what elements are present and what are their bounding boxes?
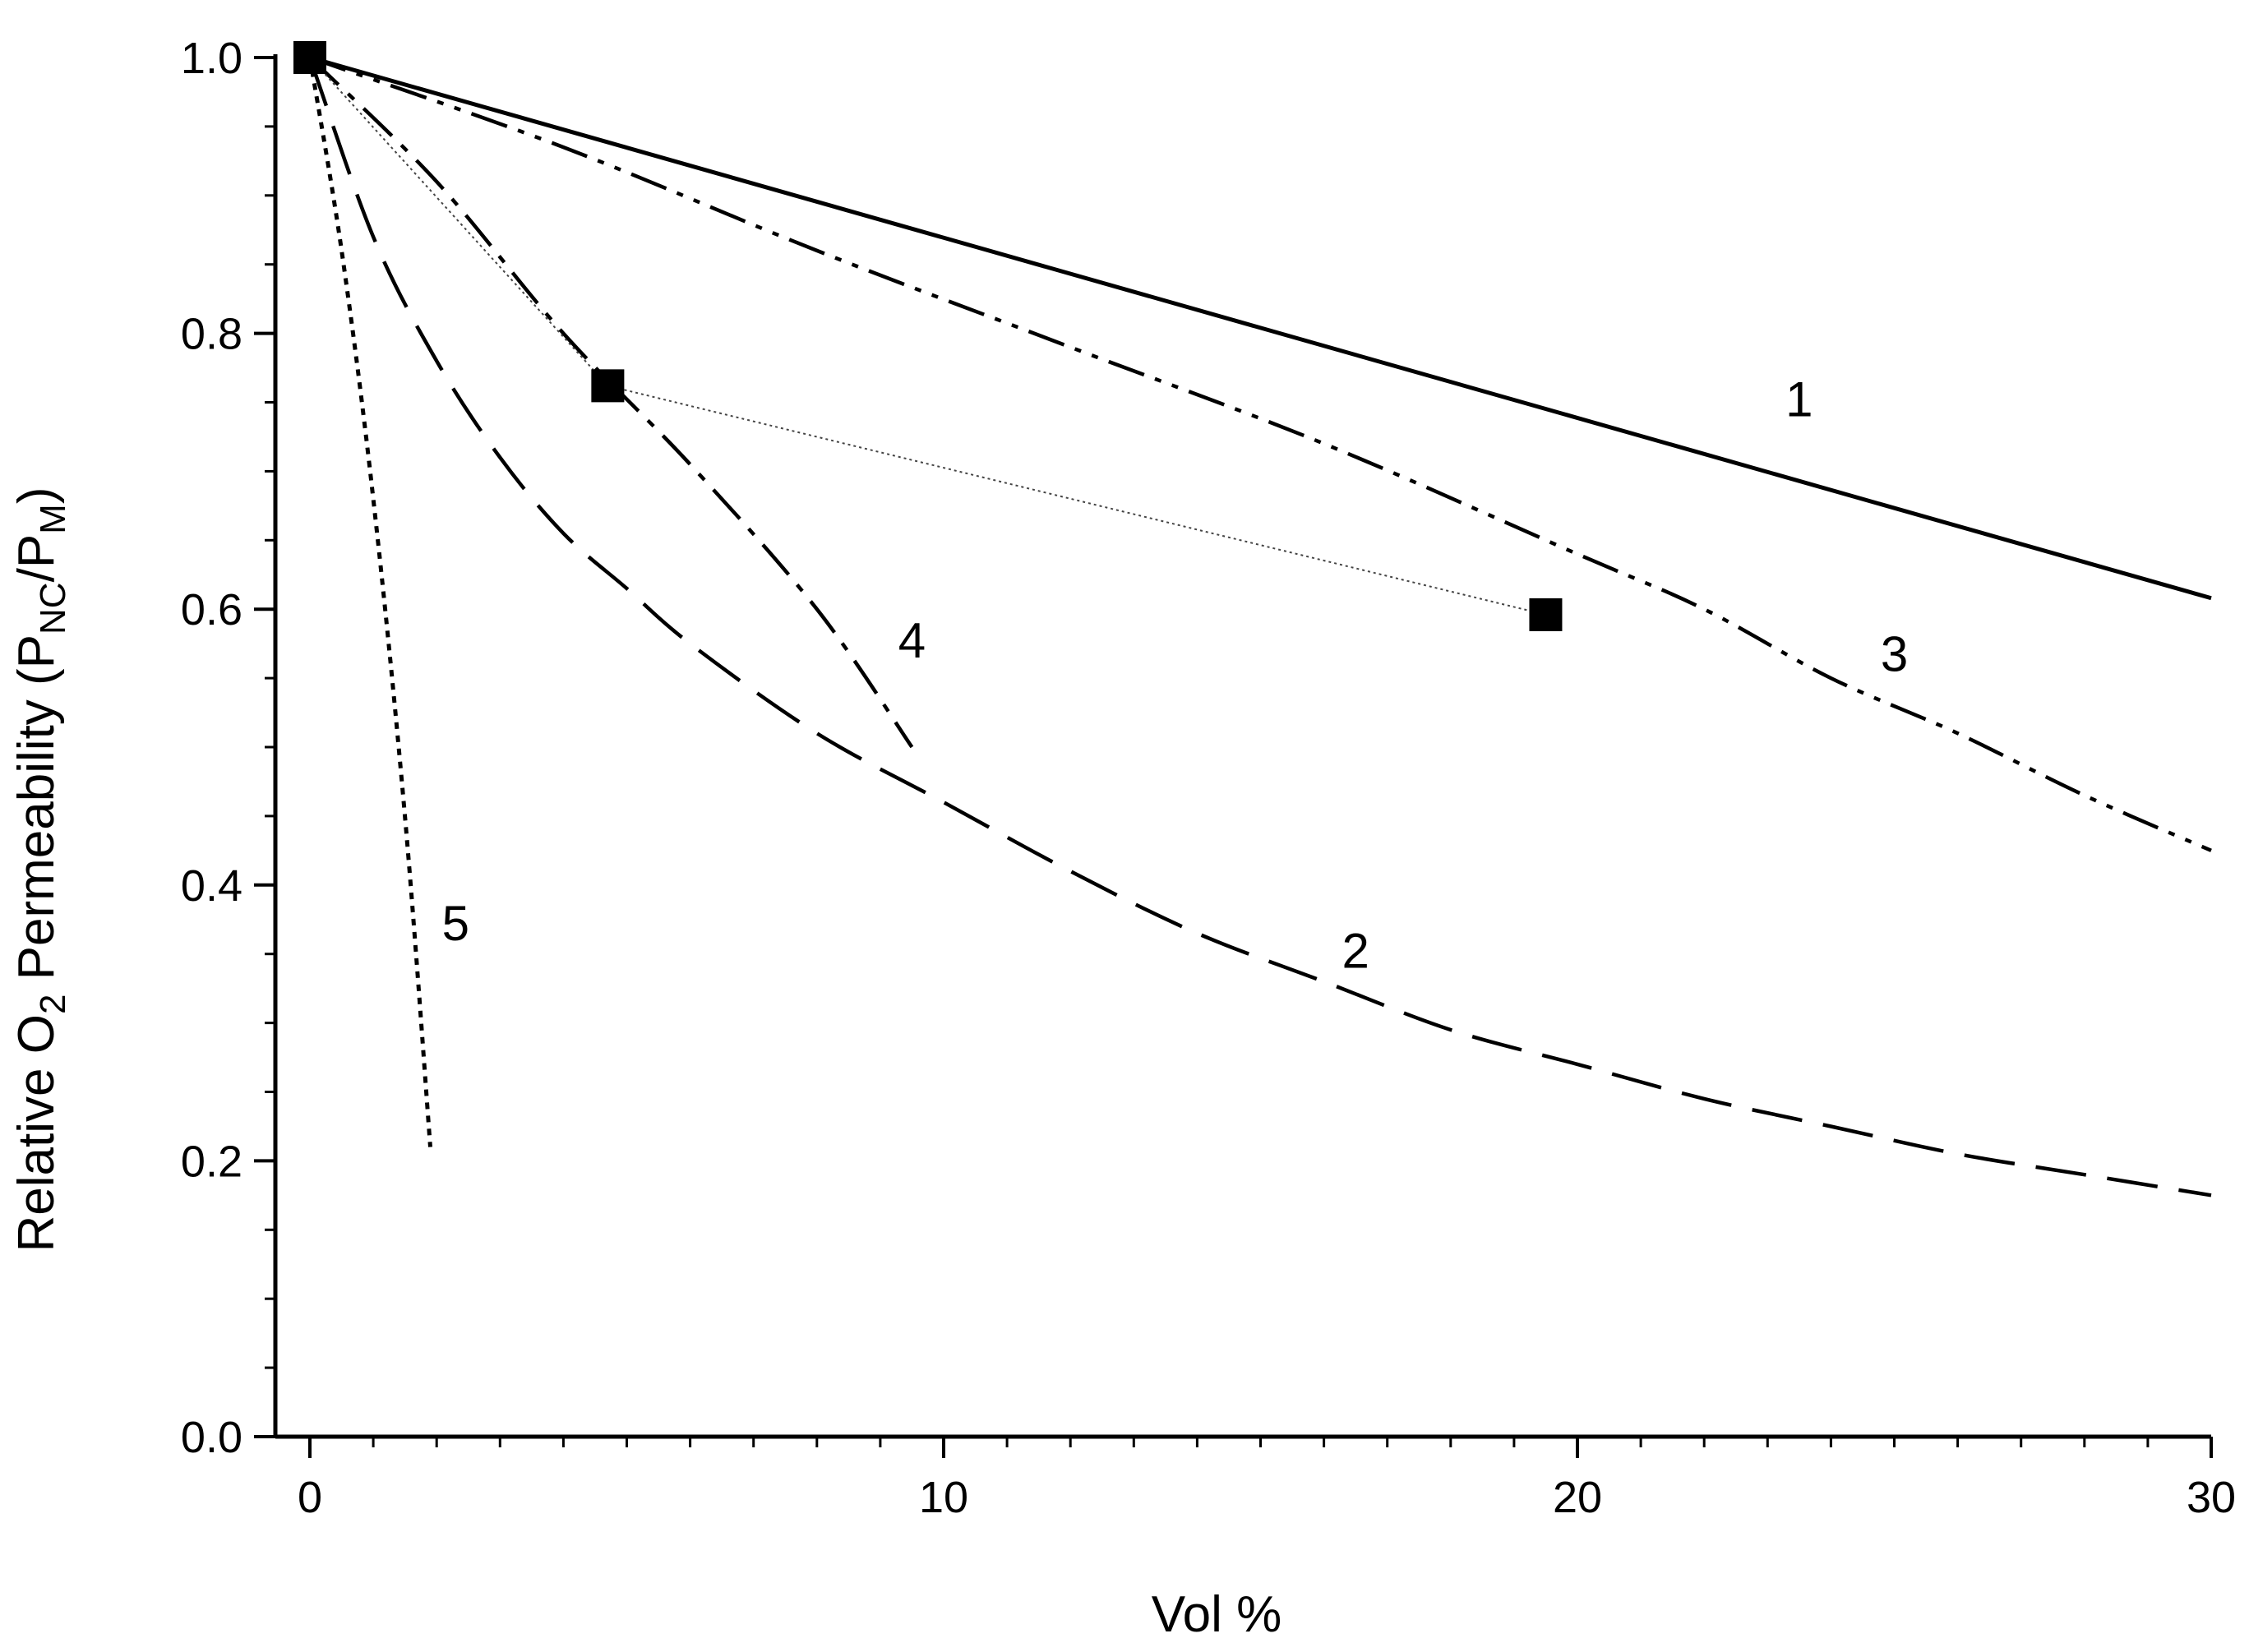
curve-labels: 1 2 3 4 5	[442, 371, 1909, 978]
experimental-data-marker	[1529, 598, 1563, 631]
axes: 0 10 20 30 0.0 0.2 0.4 0.6 0.8 1.0	[181, 34, 2236, 1522]
y-tick-label: 0.2	[181, 1137, 242, 1186]
y-axis-title: Relative O2 Permeability (PNC/PM)	[8, 487, 73, 1253]
curve-label-4: 4	[898, 613, 926, 668]
series-line-3	[309, 55, 2212, 852]
experimental-connector-line	[309, 57, 1546, 616]
x-axis-title: Vol %	[1152, 1586, 1282, 1643]
curve-label-2: 2	[1342, 923, 1369, 978]
curve-label-5: 5	[442, 896, 469, 951]
y-tick-label: 0.0	[181, 1413, 242, 1462]
y-tick-label: 0.6	[181, 585, 242, 634]
curve-label-3: 3	[1881, 627, 1908, 682]
x-tick-label: 30	[2187, 1473, 2236, 1522]
series-line-1	[309, 55, 2212, 601]
y-tick-label: 0.4	[181, 861, 242, 911]
series-line-5	[307, 57, 432, 1147]
x-tick-label: 0	[298, 1473, 322, 1522]
curve-label-1: 1	[1785, 371, 1813, 427]
y-tick-label: 0.8	[181, 310, 242, 359]
x-tick-label: 10	[919, 1473, 968, 1522]
experimental-data-marker	[293, 41, 326, 74]
series-layer	[293, 41, 2212, 1197]
series-line-4	[308, 56, 914, 749]
x-tick-label: 20	[1553, 1473, 1602, 1522]
y-tick-label: 1.0	[181, 34, 242, 83]
series-line-2	[307, 57, 2212, 1197]
experimental-data-marker	[591, 369, 625, 403]
